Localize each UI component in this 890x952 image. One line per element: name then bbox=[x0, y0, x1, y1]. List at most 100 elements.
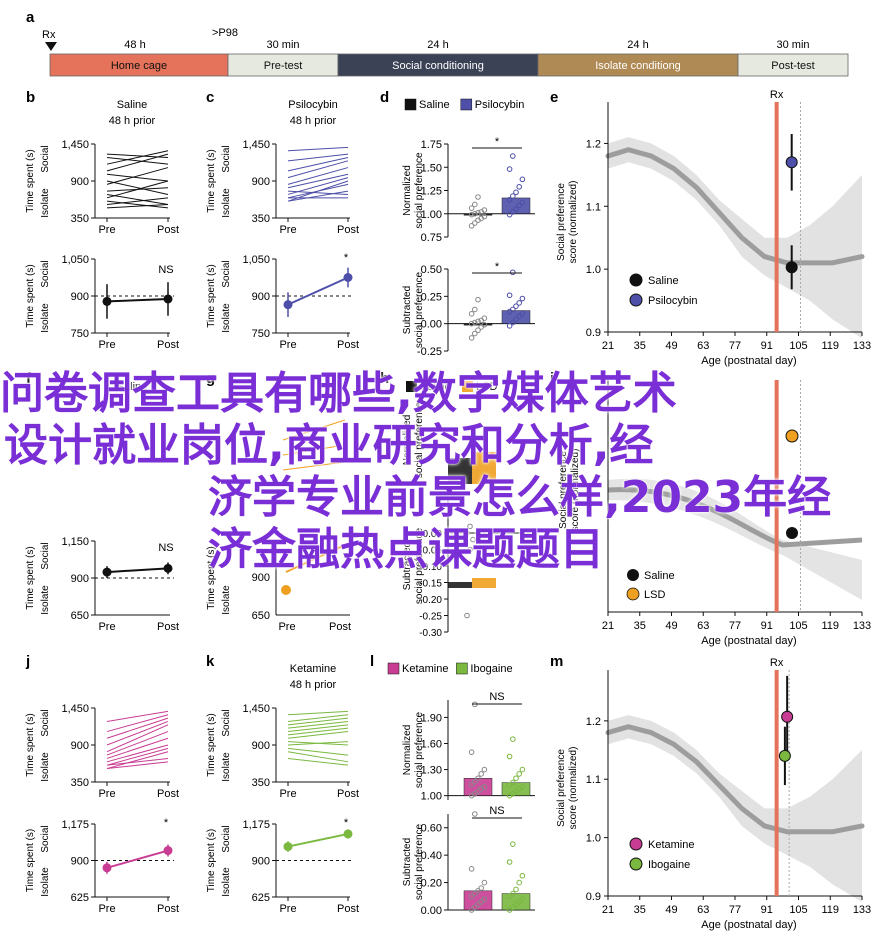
series-line bbox=[287, 741, 349, 746]
data-point bbox=[510, 736, 516, 742]
data-point bbox=[472, 201, 478, 208]
series-line bbox=[106, 180, 169, 195]
mean-point bbox=[283, 842, 293, 852]
bar-lsd-h bbox=[472, 452, 496, 484]
legend-label: Saline bbox=[648, 275, 679, 287]
y-tick-label: -0.30 bbox=[419, 628, 442, 639]
y-axis-label: Time spent (s) bbox=[25, 546, 36, 610]
data-point bbox=[468, 211, 475, 218]
data-point bbox=[472, 778, 478, 785]
x-tick-label: 133 bbox=[853, 904, 871, 916]
data-point bbox=[516, 898, 523, 905]
series-line bbox=[287, 146, 349, 152]
x-tick-label: Post bbox=[157, 903, 179, 915]
data-point bbox=[510, 193, 516, 199]
legend-swatch bbox=[456, 662, 468, 675]
y-tick-label: 750 bbox=[71, 328, 89, 340]
chart-j-mean: 625 900 1,175 Pre Post * Time spent (s) Social I… bbox=[25, 817, 179, 915]
series-line bbox=[106, 744, 169, 763]
isolate-label: Isolate bbox=[40, 188, 51, 218]
panel-letter-a: a bbox=[26, 9, 35, 26]
y-tick-label: 1.75 bbox=[421, 139, 442, 151]
y-tick-label: 0.40 bbox=[421, 850, 442, 862]
series-line bbox=[287, 717, 349, 726]
y-tick-label: 350 bbox=[252, 777, 270, 789]
x-tick-label: 119 bbox=[821, 340, 839, 352]
y-axis-label: Time spent (s) bbox=[25, 829, 36, 893]
bar-lsd-h-bottom bbox=[472, 578, 496, 588]
segment-label: Social conditioning bbox=[392, 60, 484, 72]
data-point bbox=[472, 220, 478, 226]
confidence-band bbox=[608, 715, 862, 902]
data-point bbox=[481, 207, 488, 213]
social-label: Social bbox=[221, 260, 232, 287]
isolate-label: Isolate bbox=[221, 303, 232, 333]
y-tick-label: 900 bbox=[252, 856, 270, 868]
data-point bbox=[472, 306, 478, 313]
y-tick-label: 900 bbox=[252, 176, 270, 188]
chart-b-individual: 350 900 1,450 Pre Post Time spent (s) Social Is… bbox=[25, 139, 179, 236]
legend-lsd-label-h: LSD bbox=[476, 381, 497, 393]
mean-point bbox=[343, 273, 353, 282]
y-axis-label: Time spent (s) bbox=[25, 264, 36, 328]
significance-label: NS bbox=[158, 264, 173, 276]
data-point bbox=[506, 166, 513, 172]
rx-arrow-icon bbox=[45, 42, 57, 51]
legend-saline-label-h: Saline bbox=[420, 381, 451, 393]
x-tick-label: 21 bbox=[602, 620, 614, 632]
fitted-curve bbox=[605, 724, 865, 835]
series-line bbox=[106, 200, 169, 209]
y-axis-label: Time spent (s) bbox=[25, 149, 36, 213]
series-line bbox=[287, 190, 349, 202]
x-tick-label-g: Pre bbox=[278, 621, 295, 633]
data-point bbox=[510, 269, 516, 276]
y-tick-label: 750 bbox=[252, 328, 270, 340]
data-point bbox=[468, 907, 475, 913]
legend-label: Saline bbox=[419, 99, 450, 111]
y-tick-label: 900 bbox=[71, 573, 89, 585]
x-tick-label: 77 bbox=[729, 340, 741, 352]
chart-title-f: Saline bbox=[117, 381, 148, 393]
x-tick-label: 63 bbox=[697, 340, 709, 352]
data-point bbox=[519, 872, 526, 879]
mean-point bbox=[163, 563, 173, 573]
x-tick-label: 77 bbox=[729, 620, 741, 632]
data-point bbox=[516, 879, 523, 886]
mean-point bbox=[283, 300, 293, 310]
data-point bbox=[475, 888, 481, 894]
series-line bbox=[106, 737, 169, 759]
chart-d-subtracted: -0.25 0.00 0.25 0.50 * Subtractedsocial prefe… bbox=[402, 261, 535, 358]
series-line bbox=[287, 757, 349, 766]
series-line bbox=[287, 751, 349, 763]
y-axis-label: Time spent (s) bbox=[206, 713, 217, 777]
p98-label: >P98 bbox=[212, 27, 238, 39]
panel-letter-c: c bbox=[206, 89, 214, 106]
data-point bbox=[785, 261, 798, 274]
y-tick-label: 900 bbox=[71, 856, 89, 868]
mean-point bbox=[102, 567, 112, 577]
y-tick-label: 1.1 bbox=[586, 201, 601, 213]
data-point bbox=[506, 753, 513, 760]
y-tick-label: -0.25 bbox=[419, 612, 442, 623]
y-tick-label: 1.2 bbox=[586, 716, 601, 728]
y-tick-label: 1,175 bbox=[242, 819, 270, 831]
x-tick-label: Pre bbox=[98, 621, 115, 633]
data-point bbox=[519, 784, 526, 790]
x-tick-label: Post bbox=[157, 788, 179, 800]
data-point bbox=[478, 885, 485, 891]
series-line bbox=[106, 757, 169, 766]
x-tick-label: 91 bbox=[761, 340, 773, 352]
mean-line bbox=[106, 297, 169, 303]
x-tick-label: Pre bbox=[98, 224, 115, 236]
panel-letter-d: d bbox=[380, 89, 389, 106]
chart-l-subtracted: 0.00 0.20 0.40 0.60 NS Subtractedsocial prefe… bbox=[402, 805, 535, 917]
y-tick-label: 0.00 bbox=[423, 529, 443, 540]
x-tick-label: Pre bbox=[279, 339, 296, 351]
y-tick-label: 1.30 bbox=[421, 765, 442, 777]
data-point bbox=[467, 523, 473, 530]
data-point bbox=[468, 223, 475, 229]
series-line bbox=[106, 150, 169, 165]
y-tick-label: 1.2 bbox=[586, 138, 601, 150]
data-point bbox=[481, 315, 488, 322]
x-tick-label: 133 bbox=[853, 620, 871, 632]
